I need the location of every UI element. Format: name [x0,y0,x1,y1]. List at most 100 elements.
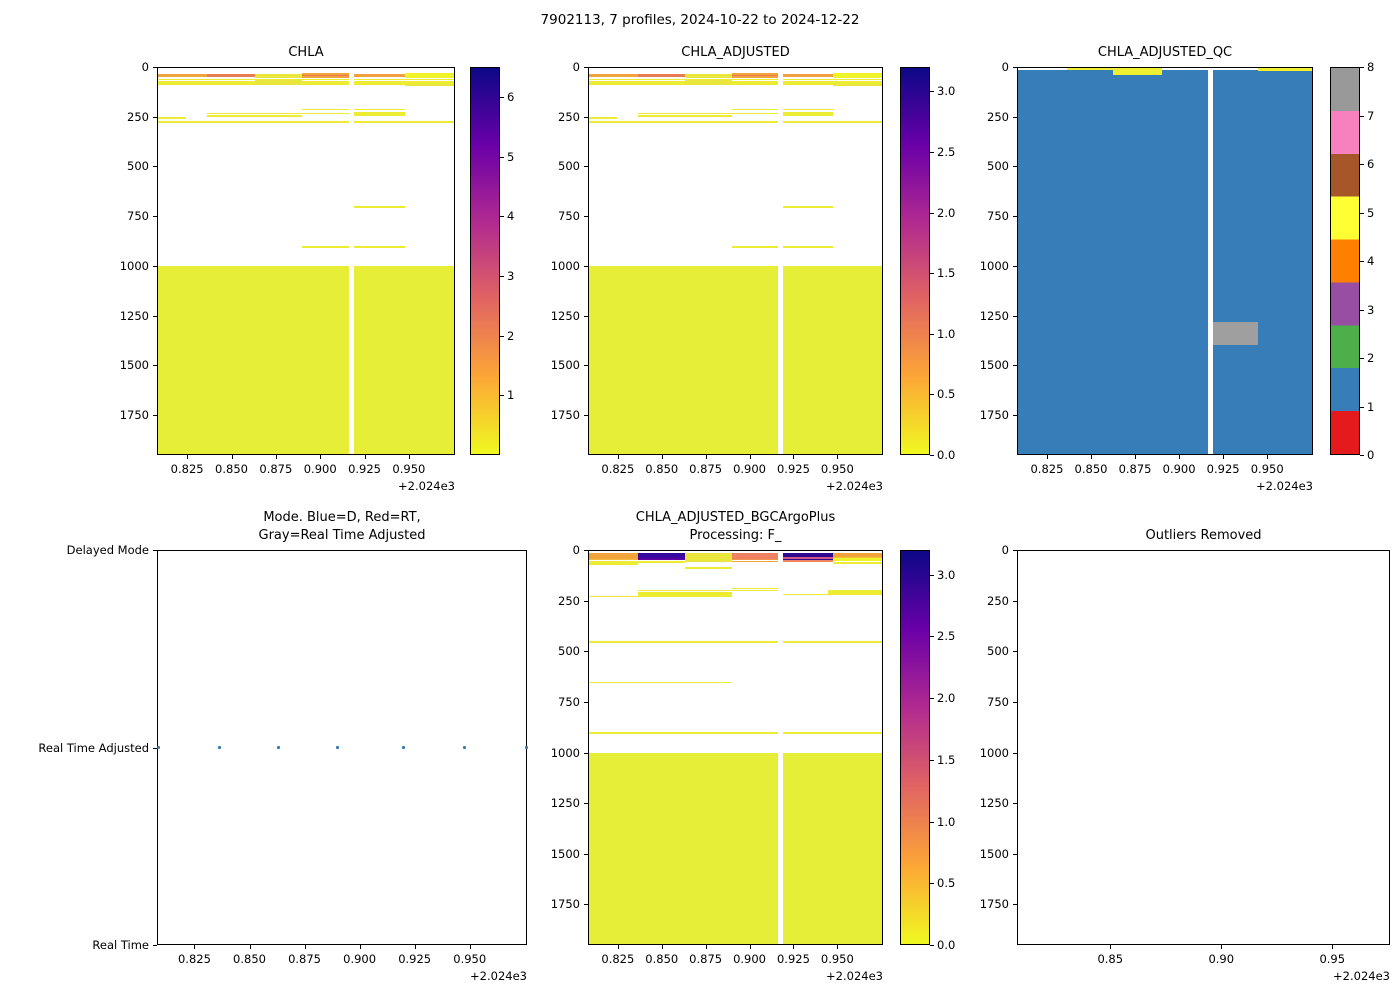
heatmap-band [637,589,732,592]
heatmap-band [354,114,405,116]
heatmap-band [684,553,732,563]
heatmap-band [783,559,834,561]
colorbar-tick-label: 0.5 [937,876,956,891]
colorbar-tick-mark [500,96,504,98]
heatmap-band [354,78,454,81]
heatmap-band [354,121,454,123]
heatmap-band [732,112,779,115]
heatmap-band [589,563,638,566]
colorbar-tick-mark [1360,261,1364,262]
axis-offset-label: +2.024e3 [470,969,527,983]
colorbar-tick-label: 5 [1367,205,1375,220]
y-tick-label: 250 [987,109,1009,124]
x-tick-label: 0.850 [645,462,679,476]
x-tick-mark [617,945,619,949]
y-tick-label: 250 [127,109,149,124]
y-tick-label: 750 [987,209,1009,224]
colorbar-tick-mark [930,945,934,946]
y-tick-mark [153,67,157,68]
y-tick-mark [153,365,157,367]
colorbar-tick-mark [500,395,504,397]
y-tick-mark [1013,216,1017,218]
y-tick-label: 1500 [550,846,580,861]
panel-mode [156,550,528,945]
colorbar-tick-mark [930,821,934,823]
heatmap-band [637,114,732,117]
y-tick-mark [1013,904,1017,906]
heatmap-band [732,555,779,557]
heatmap-band [589,265,779,454]
y-tick-mark [1013,166,1017,168]
heatmap-band [158,121,350,123]
colorbar-tick-label: 5 [507,149,515,164]
x-tick-mark [1110,945,1112,949]
y-tick-mark [153,166,157,168]
colorbar-chla-adjusted [900,67,930,455]
colorbar-tick-label: 1.5 [937,752,956,767]
y-tick-label: 500 [127,159,149,174]
x-tick-mark [1332,945,1334,949]
colorbar-chla [470,67,500,455]
y-tick-label: 1750 [550,897,580,912]
colorbar-tick-label: 6 [1367,157,1375,171]
heatmap-band [589,81,779,83]
heatmap-band [783,593,882,596]
x-tick-mark [249,945,251,949]
heatmap-band [354,265,454,454]
panel-chla [157,67,455,455]
colorbar-tick-label: 1.5 [937,266,956,281]
y-tick-mark [1013,67,1017,68]
heatmap-band [732,553,779,555]
x-tick-mark [320,455,322,459]
heatmap-band [589,73,638,78]
y-tick-mark [153,216,157,218]
colorbar-tick-label: 2 [1367,351,1375,365]
colorbar-tick-label: 3.0 [937,84,956,99]
mode-dot [463,746,467,749]
heatmap-band [827,590,882,592]
y-tick-mark [584,365,588,367]
heatmap-band [732,245,779,248]
y-tick-mark [584,803,588,805]
colorbar-tick-label: 2.5 [937,629,956,644]
y-tick-mark [584,651,588,653]
y-tick-mark [1013,415,1017,417]
colorbar-tick-label: 7 [1367,108,1375,123]
heatmap-band [833,553,882,555]
y-tick-mark [584,853,588,855]
heatmap-band [589,752,779,944]
x-tick-label: 0.850 [215,462,248,476]
y-tick-mark [1013,365,1017,367]
colorbar-tick-mark [930,333,934,335]
y-tick-label: 1500 [979,358,1009,373]
heatmap-band [783,752,882,944]
x-tick-mark [275,455,277,459]
y-tick-label: 1500 [119,358,149,373]
x-tick-label: 0.925 [776,952,810,966]
panel-chla-adjusted [588,67,883,455]
heatmap-band [783,121,882,123]
x-tick-mark [1091,455,1092,459]
colorbar-tick-mark [930,698,934,700]
colorbar-tick-mark [500,275,504,277]
y-tick-mark [1013,315,1017,317]
colorbar-tick-mark [1360,309,1364,311]
y-tick-mark [584,904,588,906]
axis-offset-label: +2.024e3 [1333,969,1390,983]
heatmap-band [589,731,779,734]
y-tick-label: Real Time [92,938,149,952]
colorbar-tick-mark [930,574,934,576]
colorbar-tick-label: 0.0 [937,938,956,952]
colorbar-tick-label: 0.0 [937,448,956,462]
heatmap-band [158,83,350,85]
colorbar-tick-mark [1360,212,1364,214]
mode-dot [524,746,528,749]
y-tick-mark [584,701,588,703]
x-tick-label: 0.900 [1162,462,1196,476]
heatmap-band [1213,69,1312,454]
colorbar-tick-label: 3 [507,268,515,283]
heatmap-band [589,553,638,555]
x-tick-mark [414,945,416,949]
y-tick-label: 0 [1001,60,1009,74]
x-tick-mark [837,455,839,459]
